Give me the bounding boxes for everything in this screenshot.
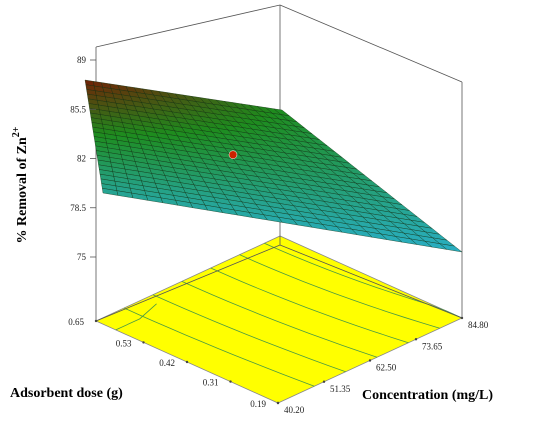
surface-cell: [439, 243, 463, 253]
y-tick-mark: [414, 338, 418, 341]
z-tick-label: 85.5: [70, 104, 86, 114]
x-tick-label: 0.42: [159, 358, 175, 368]
z-tick-label: 78.5: [70, 203, 86, 213]
floor-contour: [239, 254, 440, 329]
z-tick-label: 75: [77, 252, 87, 262]
floor-contour: [210, 267, 409, 344]
y-tick-label: 84.80: [468, 320, 489, 330]
x-axis-title: Adsorbent dose (g): [10, 386, 123, 401]
floor-plane: [95, 235, 463, 404]
x-tick-mark: [185, 360, 189, 364]
x-tick-label: 0.31: [203, 378, 219, 388]
y-tick-mark: [368, 359, 372, 362]
x-tick-mark: [142, 341, 145, 344]
y-tick-label: 73.65: [422, 341, 443, 351]
response-surface: [84, 79, 463, 253]
z-axis-title: % Removal of Zn2+: [11, 126, 30, 243]
x-tick-mark: [229, 380, 232, 383]
y-tick-mark: [322, 380, 326, 383]
design-point: [228, 150, 238, 159]
contour-floor: [95, 235, 463, 404]
x-tick-label: 0.53: [116, 338, 132, 348]
z-tick-label: 89: [77, 55, 87, 65]
z-tick-label: 82: [77, 154, 86, 164]
y-tick-mark: [276, 401, 280, 405]
y-tick-label: 62.50: [376, 363, 397, 373]
z-axis-title-sup: 2+: [11, 126, 22, 137]
box-edge-top-left: [95, 4, 281, 48]
y-tick-label: 51.35: [330, 384, 351, 394]
y-axis-title: Concentration (mg/L): [362, 388, 493, 403]
x-tick-label: 0.19: [250, 399, 266, 409]
floor-contour: [181, 280, 378, 358]
z-axis-title-main: % Removal of Zn: [15, 137, 30, 243]
tick-labels: 75 78.5 82 85.5 89 0.19 0.31 0.42 0.53 0.65 40.20 5…: [68, 55, 489, 415]
floor-contour: [123, 307, 315, 387]
floor-contour: [115, 303, 157, 331]
y-tick-mark: [460, 316, 464, 320]
x-tick-label: 0.65: [68, 317, 84, 327]
y-tick-label: 40.20: [284, 405, 305, 415]
box-edge-floor-left: [95, 244, 281, 322]
box-edge-top-right: [279, 4, 463, 83]
floor-contour: [152, 294, 346, 373]
x-tick-mark: [94, 319, 98, 323]
box-edge-floor-right: [279, 244, 463, 319]
